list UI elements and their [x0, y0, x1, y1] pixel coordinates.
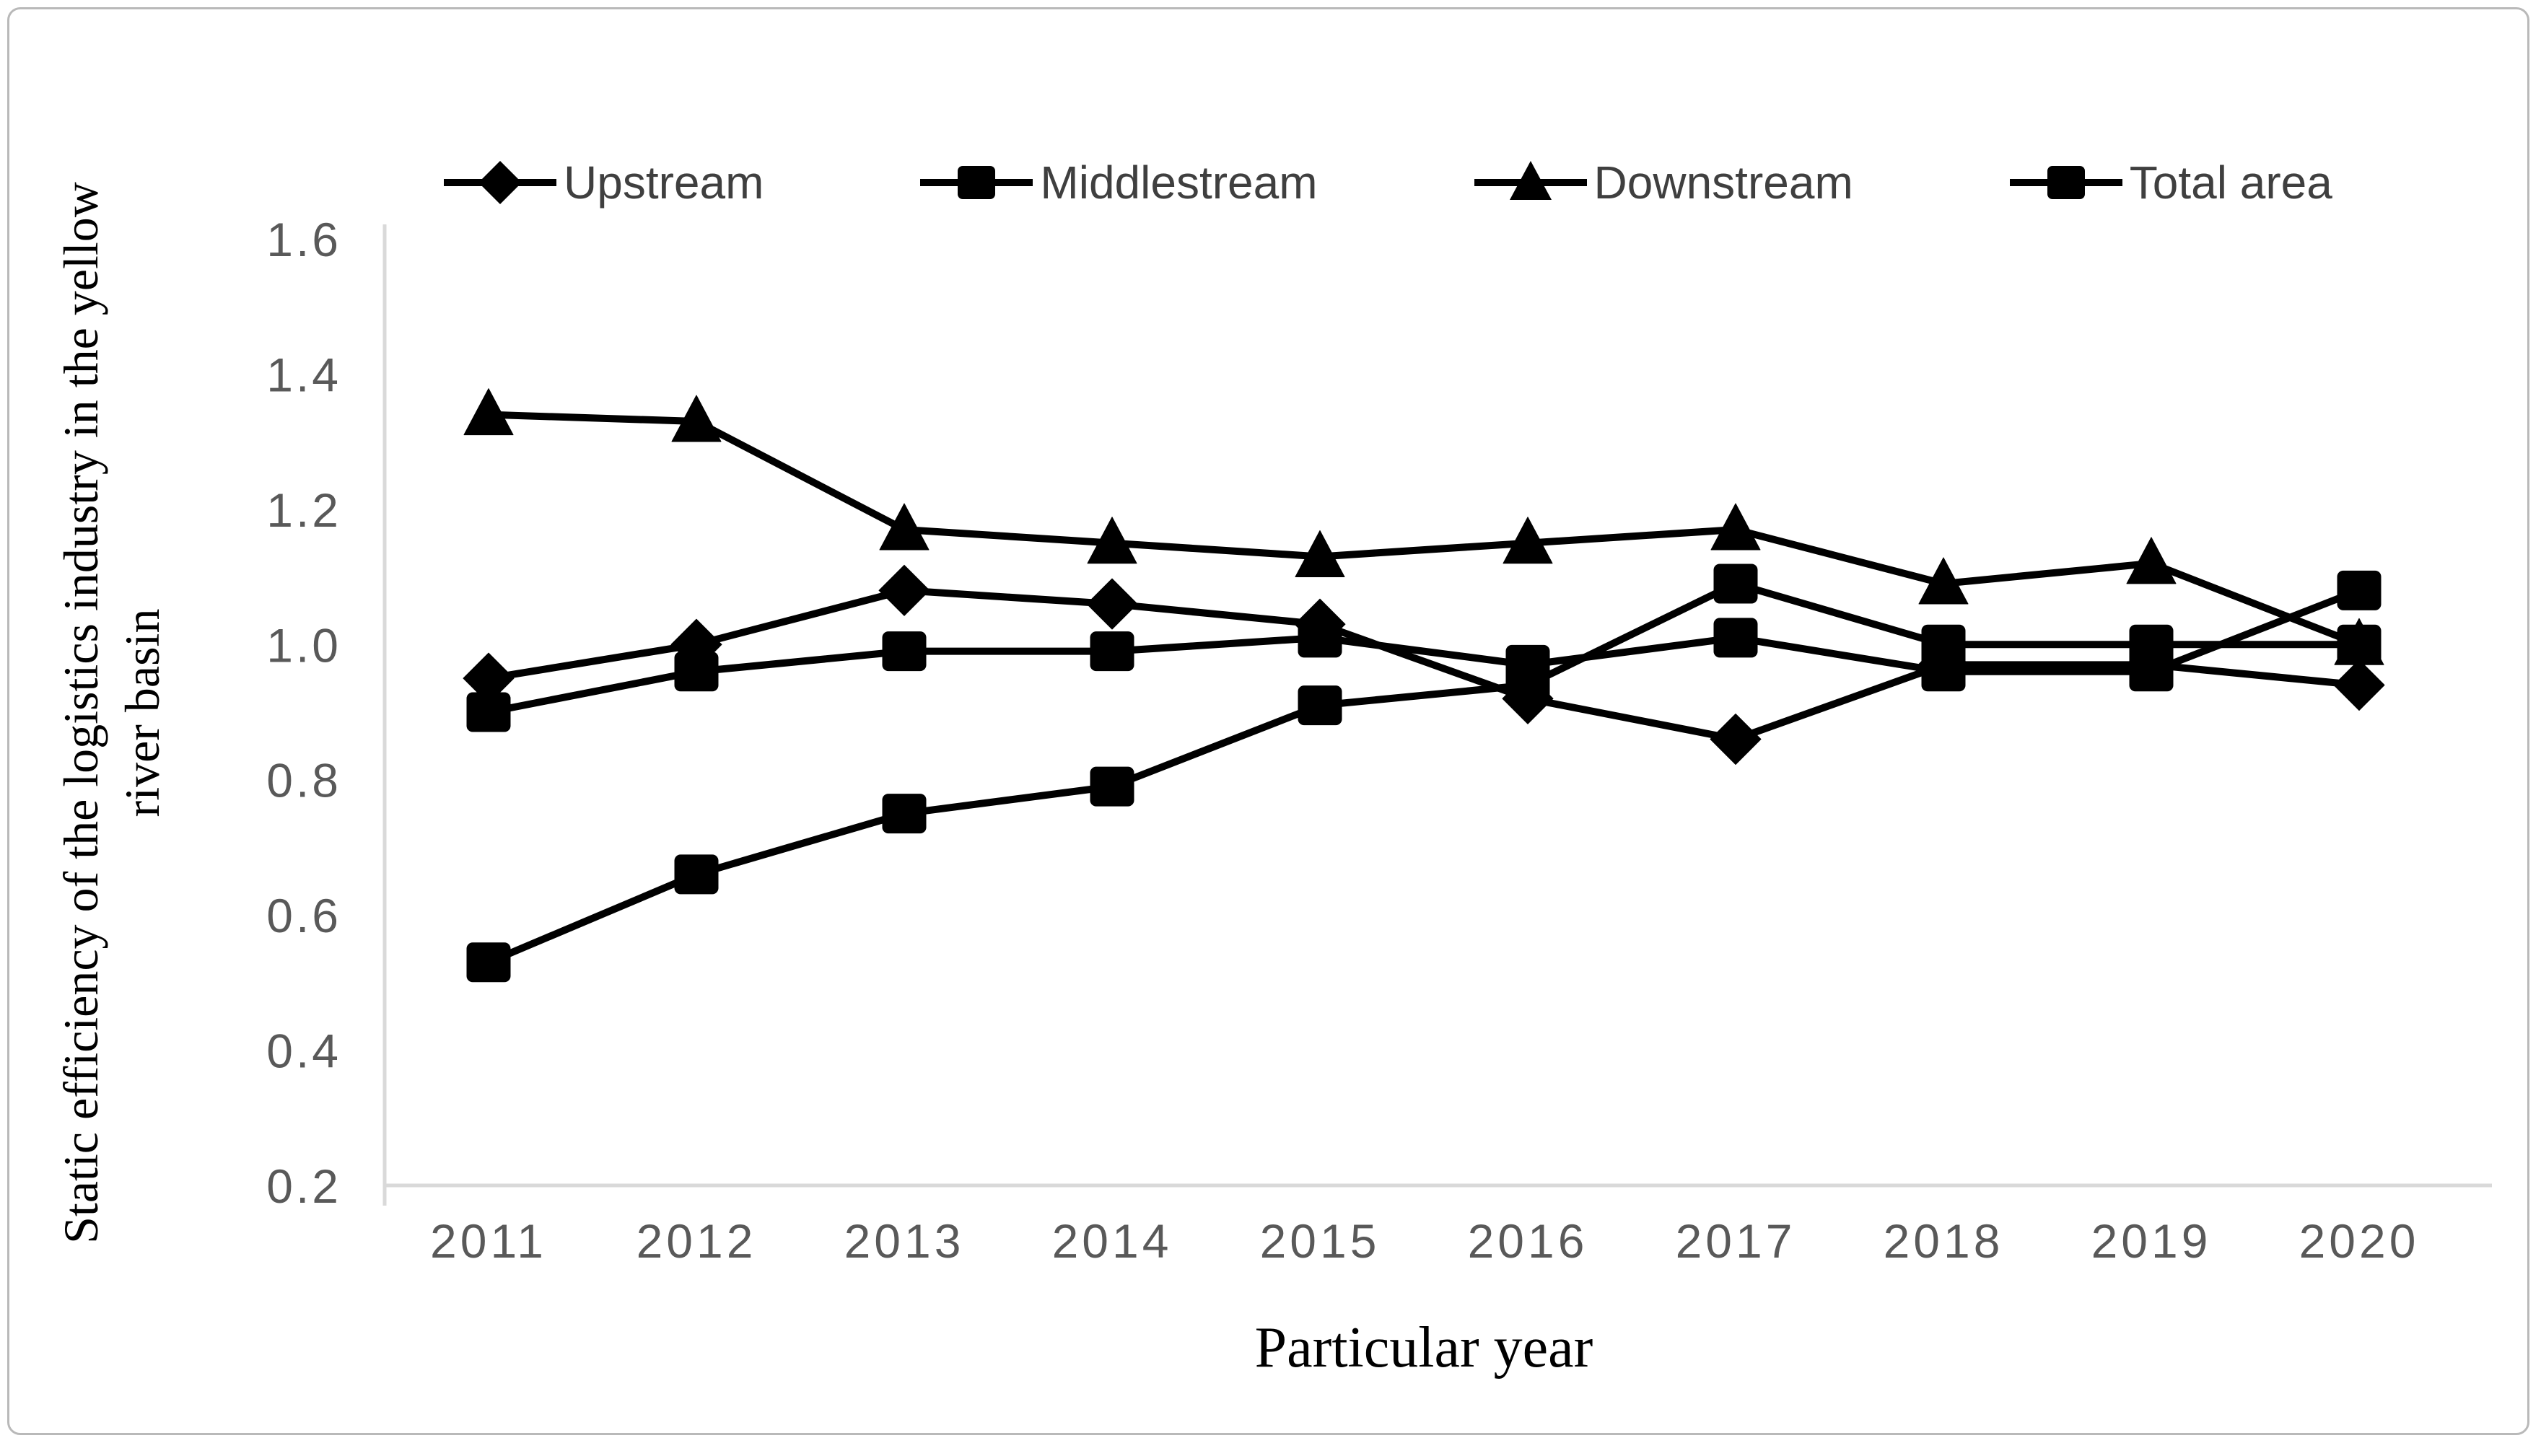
legend-item-total-area: Total area — [2008, 150, 2332, 215]
legend-item-downstream: Downstream — [1473, 150, 1853, 215]
legend-label-downstream: Downstream — [1593, 157, 1853, 209]
chart-legend: Upstream Middlestream Downstream Total area — [442, 150, 2332, 215]
x-tick-label: 2011 — [430, 1214, 547, 1268]
series-line-total-area — [485, 587, 2363, 716]
chart-canvas: 0.2 0.4 0.6 0.8 1.0 1.2 1.4 1.6 2011 2012 2013 2014… — [266, 213, 2492, 1268]
marker-total-area-2018 — [1921, 652, 1966, 692]
x-tick-label: 2017 — [1676, 1214, 1796, 1268]
y-tick-label: 1.4 — [266, 348, 341, 401]
marker-middlestream-2017 — [1713, 563, 1758, 604]
legend-marker-square-icon — [2009, 166, 2122, 199]
series-middlestream — [466, 563, 2382, 983]
x-tick-label: 2014 — [1052, 1214, 1173, 1268]
marker-downstream-2018 — [1918, 557, 1969, 605]
marker-downstream-2011 — [463, 388, 514, 436]
legend-marker-diamond-icon — [444, 161, 556, 204]
marker-downstream-2012 — [671, 395, 722, 442]
marker-total-area-2017 — [1713, 618, 1758, 658]
marker-middlestream-2014 — [1090, 766, 1134, 807]
x-tick-label: 2015 — [1260, 1214, 1381, 1268]
y-tick-label: 0.6 — [266, 889, 341, 942]
legend-item-upstream: Upstream — [442, 150, 764, 215]
marker-downstream-2014 — [1087, 517, 1137, 564]
x-tick-label: 2016 — [1468, 1214, 1588, 1268]
marker-total-area-2012 — [674, 652, 719, 692]
marker-middlestream-2011 — [466, 942, 511, 983]
legend-marker-triangle-icon — [1474, 161, 1587, 200]
marker-middlestream-2012 — [674, 854, 719, 895]
x-tick-label: 2018 — [1884, 1214, 2004, 1268]
legend-marker-square-icon — [920, 166, 1033, 199]
marker-downstream-2013 — [879, 503, 930, 551]
marker-upstream-2020 — [2333, 659, 2385, 711]
marker-total-area-2013 — [882, 631, 927, 672]
series-downstream — [463, 388, 2384, 665]
marker-downstream-2015 — [1295, 530, 1345, 577]
legend-label-total-area: Total area — [2129, 157, 2332, 209]
marker-middlestream-2020 — [2337, 624, 2382, 665]
marker-total-area-2014 — [1090, 631, 1134, 672]
x-tick-label: 2019 — [2091, 1214, 2212, 1268]
y-tick-label: 1.0 — [266, 618, 341, 672]
marker-upstream-2014 — [1086, 578, 1138, 630]
x-tick-label: 2013 — [844, 1214, 965, 1268]
legend-label-upstream: Upstream — [564, 157, 764, 209]
series-line-upstream — [485, 587, 2363, 743]
marker-upstream-2017 — [1710, 713, 1762, 765]
marker-middlestream-2015 — [1298, 685, 1342, 726]
y-tick-label: 0.4 — [266, 1025, 341, 1078]
series-line-downstream — [485, 411, 2363, 649]
marker-downstream-2019 — [2126, 537, 2177, 584]
legend-item-middlestream: Middlestream — [919, 150, 1318, 215]
x-tick-label: 2020 — [2299, 1214, 2420, 1268]
y-tick-label: 1.6 — [266, 213, 341, 266]
marker-total-area-2020 — [2337, 570, 2382, 610]
y-tick-label: 0.2 — [266, 1159, 341, 1213]
series-line-middlestream — [485, 579, 2363, 966]
series-total-area — [466, 570, 2382, 732]
x-axis-title: Particular year — [1254, 1316, 1593, 1380]
marker-total-area-2015 — [1298, 618, 1342, 658]
chart-figure-frame: Static efficiency of the logistics indus… — [7, 7, 2529, 1435]
marker-total-area-2011 — [466, 692, 511, 732]
y-tick-label: 1.2 — [266, 483, 341, 537]
marker-upstream-2013 — [878, 564, 930, 616]
marker-downstream-2017 — [1710, 503, 1761, 551]
x-tick-label: 2012 — [637, 1214, 757, 1268]
marker-total-area-2016 — [1505, 644, 1550, 685]
marker-total-area-2019 — [2129, 652, 2174, 692]
marker-middlestream-2013 — [882, 794, 927, 834]
marker-downstream-2016 — [1503, 517, 1553, 564]
legend-label-middlestream: Middlestream — [1040, 157, 1318, 209]
y-tick-label: 0.8 — [266, 754, 341, 807]
